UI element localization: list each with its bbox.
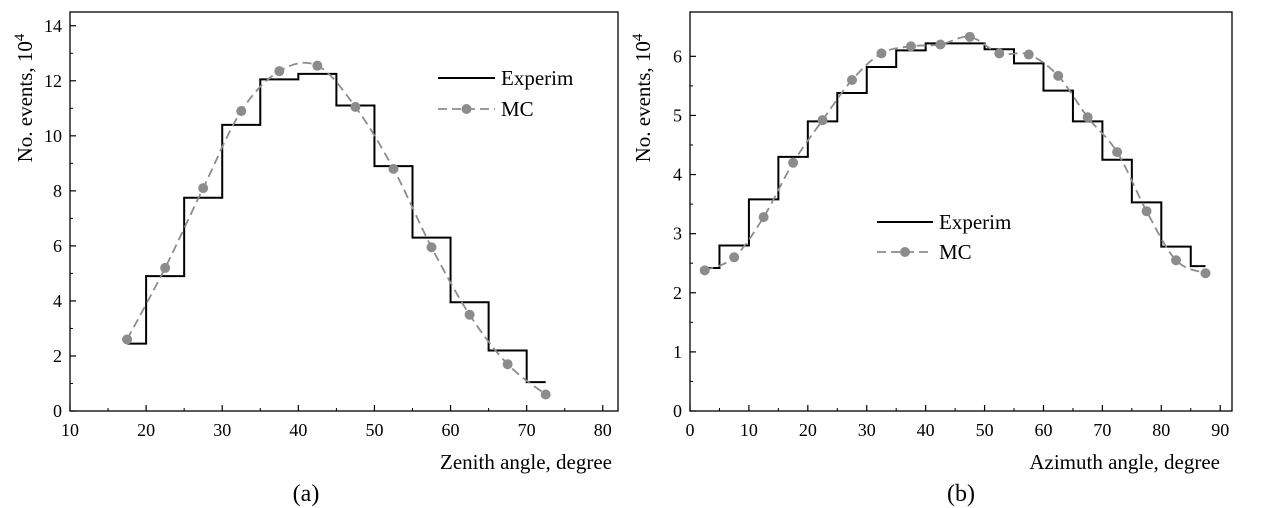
x-tick-label: 60 — [1034, 420, 1052, 440]
mc-point — [729, 252, 740, 263]
legend-mc-label: MC — [939, 240, 972, 264]
mc-dashed-line — [704, 35, 1206, 275]
y-tick-label: 3 — [673, 224, 682, 244]
y-tick-label: 14 — [44, 16, 62, 36]
y-tick-label: 0 — [53, 401, 62, 421]
panel-label: (b) — [947, 481, 975, 507]
mc-point — [502, 359, 513, 370]
mc-dashed-line — [126, 61, 547, 396]
mc-point — [788, 157, 799, 168]
mc-point — [699, 265, 710, 276]
legend-experim-label: Experim — [939, 210, 1011, 234]
y-tick-label: 4 — [673, 165, 682, 185]
mc-point — [350, 101, 361, 112]
chart-panel-b: 0 10 20 30 40 50 60 70 80 90 0 1 2 3 4 5 6 Azimuth angle,… — [630, 11, 1233, 507]
mc-point — [540, 389, 551, 400]
mc-point — [312, 60, 323, 71]
plot-frame — [689, 11, 1233, 412]
y-tick-label: 4 — [53, 291, 62, 311]
panel-label: (a) — [293, 481, 320, 507]
y-axis-label-text: No. events, 10 — [631, 41, 655, 162]
mc-point — [464, 309, 475, 320]
legend-mc-marker — [461, 104, 472, 114]
y-axis-label-exponent: 4 — [12, 33, 28, 41]
y-tick-label: 12 — [44, 71, 62, 91]
x-tick-label: 70 — [518, 420, 536, 440]
y-tick-label: 5 — [673, 105, 682, 125]
x-tick-label: 60 — [442, 420, 460, 440]
x-tick-label: 80 — [594, 420, 612, 440]
y-tick-label: 2 — [673, 283, 682, 303]
y-tick-label: 10 — [44, 126, 62, 146]
y-axis-label: No. events, 104 — [630, 33, 655, 162]
mc-point — [876, 48, 887, 59]
mc-point — [122, 334, 133, 345]
y-tick-label: 2 — [53, 346, 62, 366]
mc-point — [964, 31, 975, 42]
x-tick-label: 50 — [365, 420, 383, 440]
mc-point — [274, 66, 285, 77]
x-tick-label: 40 — [917, 420, 935, 440]
legend: Experim MC — [438, 66, 573, 121]
y-tick-label: 6 — [673, 46, 682, 66]
y-tick-label: 6 — [53, 236, 62, 256]
mc-point — [994, 48, 1005, 59]
x-tick-label: 20 — [799, 420, 817, 440]
mc-point — [1082, 112, 1093, 123]
mc-point — [817, 115, 828, 126]
mc-point — [1171, 255, 1182, 266]
x-tick-label: 30 — [858, 420, 876, 440]
chart-panel-a: 10 20 30 40 50 60 70 80 0 2 4 6 8 10 12 14 Zenith angle,… — [12, 11, 619, 507]
x-axis-label: Zenith angle, degree — [440, 450, 612, 474]
y-axis-label: No. events, 104 — [12, 33, 37, 162]
x-tick-label: 40 — [289, 420, 307, 440]
x-tick-label: 10 — [740, 420, 758, 440]
mc-point — [905, 41, 916, 52]
legend-experim-label: Experim — [501, 66, 573, 90]
plot-frame — [69, 11, 619, 412]
x-axis-label: Azimuth angle, degree — [1029, 450, 1220, 474]
mc-point — [1141, 206, 1152, 217]
y-tick-label: 8 — [53, 181, 62, 201]
mc-point — [1200, 268, 1211, 279]
x-tick-label: 90 — [1211, 420, 1229, 440]
y-tick-label: 0 — [673, 401, 682, 421]
legend-mc-label: MC — [501, 97, 534, 121]
mc-point — [198, 183, 209, 194]
mc-point — [935, 39, 946, 50]
mc-point — [236, 106, 247, 117]
mc-point — [847, 74, 858, 85]
x-tick-label: 80 — [1152, 420, 1170, 440]
y-axis-label-exponent: 4 — [630, 33, 646, 41]
x-tick-label: 30 — [213, 420, 231, 440]
legend: Experim MC — [877, 210, 1011, 264]
x-tick-label: 70 — [1093, 420, 1111, 440]
mc-point — [388, 163, 399, 174]
y-tick-label: 1 — [673, 342, 682, 362]
mc-point — [160, 262, 171, 273]
experim-step-line — [127, 72, 546, 384]
y-axis-label-text: No. events, 10 — [13, 41, 37, 162]
legend-mc-marker — [900, 247, 910, 257]
experim-step-line — [704, 42, 1206, 269]
mc-point — [1053, 70, 1064, 81]
mc-point — [1112, 147, 1123, 158]
x-tick-label: 10 — [61, 420, 79, 440]
mc-point — [426, 242, 437, 253]
mc-point — [1023, 49, 1034, 60]
x-tick-label: 50 — [976, 420, 994, 440]
x-tick-label: 0 — [686, 420, 695, 440]
mc-point — [758, 212, 769, 223]
x-tick-label: 20 — [137, 420, 155, 440]
